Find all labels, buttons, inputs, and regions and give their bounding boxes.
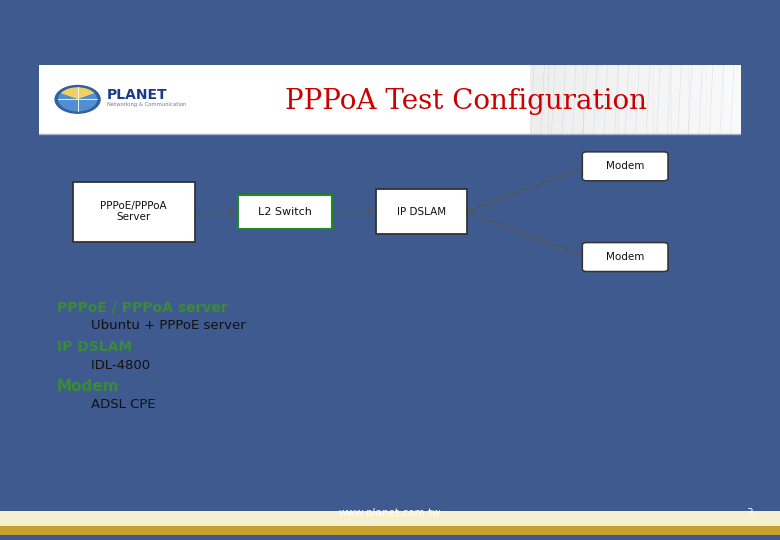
Wedge shape: [61, 87, 94, 99]
FancyBboxPatch shape: [618, 65, 636, 134]
FancyBboxPatch shape: [583, 65, 601, 134]
Text: PPPoA Test Configuration: PPPoA Test Configuration: [285, 88, 647, 115]
Text: L2 Switch: L2 Switch: [257, 207, 312, 217]
FancyBboxPatch shape: [689, 65, 707, 134]
Text: Modem: Modem: [606, 252, 644, 262]
Text: IDL-4800: IDL-4800: [56, 359, 150, 372]
FancyBboxPatch shape: [583, 152, 668, 181]
FancyBboxPatch shape: [376, 189, 467, 234]
Text: www.planet.com.tw: www.planet.com.tw: [339, 508, 441, 518]
FancyBboxPatch shape: [671, 65, 689, 134]
FancyBboxPatch shape: [39, 65, 741, 134]
FancyBboxPatch shape: [706, 65, 724, 134]
FancyBboxPatch shape: [654, 65, 672, 134]
FancyBboxPatch shape: [530, 65, 548, 134]
Text: IP DSLAM: IP DSLAM: [56, 340, 132, 354]
Text: Networking & Communication: Networking & Communication: [107, 102, 186, 107]
FancyBboxPatch shape: [583, 242, 668, 272]
FancyBboxPatch shape: [724, 65, 742, 134]
FancyBboxPatch shape: [566, 65, 583, 134]
FancyBboxPatch shape: [238, 194, 332, 229]
Text: Modem: Modem: [606, 161, 644, 171]
Text: PPPoE / PPPoA server: PPPoE / PPPoA server: [56, 300, 227, 314]
FancyBboxPatch shape: [636, 65, 654, 134]
Text: ADSL CPE: ADSL CPE: [56, 398, 155, 411]
Text: Ubuntu + PPPoE server: Ubuntu + PPPoE server: [56, 319, 245, 332]
Text: PPPoE/PPPoA
Server: PPPoE/PPPoA Server: [101, 201, 167, 222]
Text: IP DSLAM: IP DSLAM: [397, 207, 446, 217]
Text: Modem: Modem: [56, 379, 119, 394]
Wedge shape: [58, 93, 98, 111]
FancyBboxPatch shape: [601, 65, 619, 134]
FancyBboxPatch shape: [73, 181, 195, 242]
Text: PLANET: PLANET: [107, 88, 168, 102]
Text: 3: 3: [746, 508, 753, 518]
Circle shape: [55, 85, 100, 113]
FancyBboxPatch shape: [548, 65, 566, 134]
